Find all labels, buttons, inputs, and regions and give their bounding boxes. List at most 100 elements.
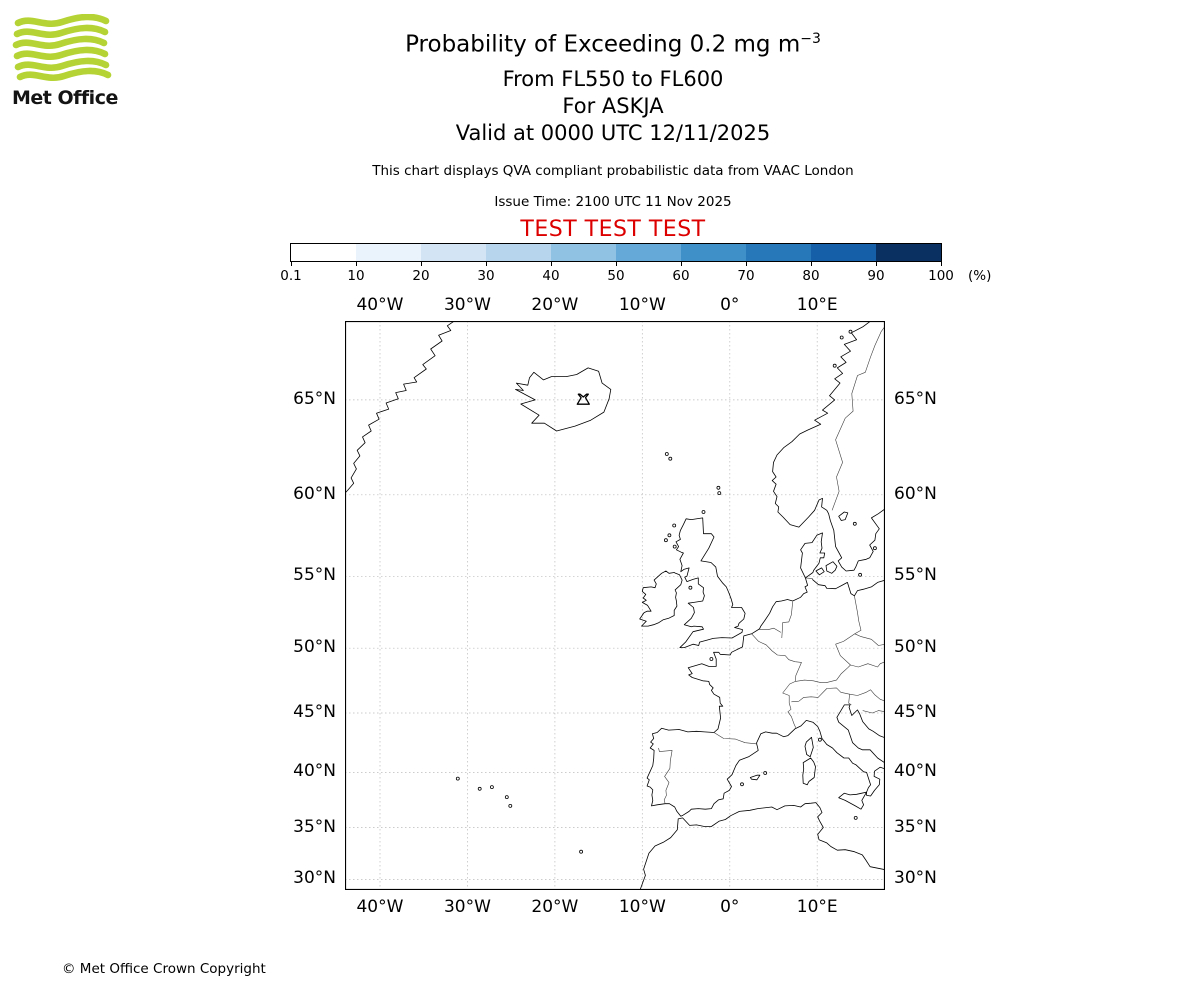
colorbar-unit: (%) (968, 268, 992, 284)
lon-label-bottom: 0° (720, 897, 740, 917)
coastline (800, 532, 826, 579)
country-border (835, 644, 851, 666)
coastline (812, 579, 886, 597)
lat-label-left: 55°N (293, 565, 336, 586)
colorbar-segment (421, 244, 486, 261)
lat-label-left: 50°N (293, 637, 336, 658)
country-border (831, 325, 886, 511)
lat-label-right: 60°N (894, 483, 937, 504)
country-border (850, 661, 886, 668)
coastline (639, 570, 683, 627)
chart-title-exponent: −3 (800, 31, 821, 47)
colorbar-tickmark (941, 262, 942, 266)
disclaimer-text: This chart displays QVA compliant probab… (372, 162, 854, 179)
lon-label-top: 10°W (618, 295, 666, 315)
colorbar-tick-label: 100 (928, 268, 954, 284)
lon-label-top: 20°W (531, 295, 579, 315)
colorbar-segment (551, 244, 616, 261)
colorbar-segment (356, 244, 421, 261)
volcano-icon (576, 393, 590, 405)
colorbar-tickmark (291, 262, 292, 266)
map-svg (342, 319, 886, 892)
country-border (862, 710, 886, 714)
country-border (854, 595, 862, 635)
country-border (848, 694, 852, 706)
island-speck (763, 771, 768, 775)
colorbar-tick-label: 30 (477, 268, 495, 284)
subtitle-flight-levels: From FL550 to FL600 (502, 66, 724, 91)
colorbar-tickmark (681, 262, 682, 266)
country-border (849, 689, 886, 702)
island-speck (489, 785, 494, 790)
colorbar-segment (486, 244, 551, 261)
coastline (838, 791, 867, 810)
subtitle-volcano: For ASKJA (562, 93, 664, 118)
lat-label-left: 65°N (293, 388, 336, 409)
subtitle-valid-time: Valid at 0000 UTC 12/11/2025 (455, 120, 771, 145)
country-border (782, 681, 797, 728)
colorbar-tick-label: 20 (412, 268, 430, 284)
country-border (835, 633, 886, 646)
colorbar-tick-label: 80 (802, 268, 820, 284)
lat-label-left: 40°N (293, 761, 336, 782)
colorbar-tick-label: 10 (347, 268, 365, 284)
island-speck (709, 657, 714, 661)
chart-header: Probability of Exceeding 0.2 mg m−3 From… (13, 24, 1200, 242)
island-speck (873, 546, 877, 551)
country-border (805, 577, 813, 580)
colorbar-tick-label: 0.1 (280, 268, 302, 284)
island-speck (858, 572, 862, 577)
island-speck (848, 329, 853, 334)
colorbar-segments (290, 243, 942, 262)
coastline (804, 736, 814, 758)
lat-label-left: 35°N (293, 816, 336, 837)
coastline (838, 511, 849, 521)
lon-label-top: 10°E (796, 295, 838, 315)
island-speck (688, 585, 693, 590)
colorbar-tick-label: 60 (672, 268, 690, 284)
colorbar-ticks: 0.1 10 20 30 40 50 60 70 80 90 100 (280, 262, 954, 288)
colorbar-tick-label: 50 (607, 268, 625, 284)
island-speck (664, 452, 669, 456)
colorbar-segment (876, 244, 941, 261)
lat-label-right: 40°N (894, 761, 937, 782)
colorbar-tickmark (356, 262, 357, 266)
country-border (759, 627, 782, 633)
colorbar-segment (291, 244, 356, 261)
lat-label-left: 60°N (293, 483, 336, 504)
lon-label-bottom: 40°W (356, 897, 404, 917)
map-area (342, 319, 886, 892)
map-frame (344, 320, 886, 891)
colorbar-segment (746, 244, 811, 261)
test-banner: TEST TEST TEST (520, 216, 706, 242)
country-border (658, 747, 673, 804)
coastline (815, 567, 825, 576)
met-office-waves-icon (12, 13, 112, 82)
probability-colorbar: 0.1 10 20 30 40 50 60 70 80 90 100 (%) (280, 243, 1040, 288)
coastline (342, 319, 457, 496)
colorbar-tickmark (746, 262, 747, 266)
island-speck (672, 523, 677, 528)
country-border (795, 664, 851, 683)
coastline (646, 577, 886, 817)
country-border (781, 601, 793, 639)
lon-label-top: 40°W (356, 295, 404, 315)
lon-label-top: 30°W (443, 295, 491, 315)
island-speck (740, 782, 744, 787)
island-speck (504, 795, 509, 800)
island-speck (477, 786, 482, 791)
met-office-logo-text: Met Office (12, 87, 118, 109)
met-office-logo: Met Office (12, 13, 127, 109)
island-speck (701, 510, 706, 514)
colorbar-tickmark (876, 262, 877, 266)
chart-title: Probability of Exceeding 0.2 mg m−3 (13, 24, 1200, 60)
island-speck (508, 803, 513, 808)
issue-time-text: Issue Time: 2100 UTC 11 Nov 2025 (494, 193, 732, 210)
colorbar-tickmark (811, 262, 812, 266)
lon-label-bottom: 10°E (796, 897, 838, 917)
colorbar-tickmark (421, 262, 422, 266)
colorbar-tick-label: 70 (737, 268, 755, 284)
lon-label-top: 0° (720, 295, 740, 315)
colorbar-tickmark (551, 262, 552, 266)
